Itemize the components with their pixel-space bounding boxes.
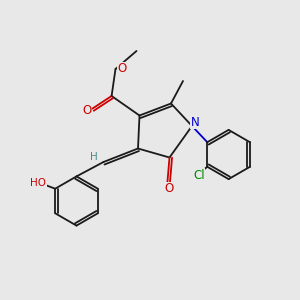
Text: O: O bbox=[118, 62, 127, 76]
Text: Cl: Cl bbox=[193, 169, 205, 182]
Text: O: O bbox=[82, 104, 91, 118]
Text: O: O bbox=[164, 182, 173, 196]
Text: N: N bbox=[190, 116, 200, 129]
Text: H: H bbox=[90, 152, 98, 162]
Text: HO: HO bbox=[30, 178, 46, 188]
